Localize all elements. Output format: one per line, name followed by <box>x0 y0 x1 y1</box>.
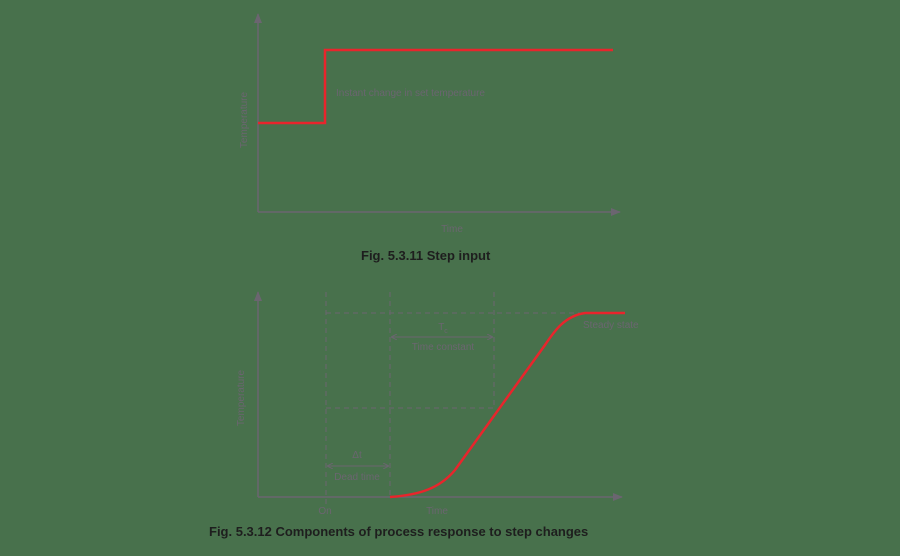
steady-state-label: Steady state <box>583 320 639 331</box>
fig1-axes <box>254 13 621 216</box>
fig1-step-curve <box>258 48 613 125</box>
fig1-y-label: Temperature <box>239 91 250 148</box>
fig1-x-label: Time <box>441 224 463 235</box>
fig2-axes <box>254 291 623 501</box>
fig2-y-label: Temperature <box>236 369 247 426</box>
fig1-caption: Fig. 5.3.11 Step input <box>361 248 491 263</box>
time-constant-label: Time constant <box>412 342 475 353</box>
fig2-x-label: Time <box>426 506 448 517</box>
on-marker-label: On <box>318 506 331 517</box>
time-constant-symbol: Tc <box>438 322 448 335</box>
fig2-guide-lines <box>325 292 580 505</box>
fig2-caption: Fig. 5.3.12 Components of process respon… <box>209 524 589 539</box>
process-response-curve <box>389 311 625 499</box>
dead-time-label: Dead time <box>334 472 380 483</box>
fig1-annotation: Instant change in set temperature <box>336 88 485 99</box>
dead-time-symbol: Δt <box>352 450 362 461</box>
